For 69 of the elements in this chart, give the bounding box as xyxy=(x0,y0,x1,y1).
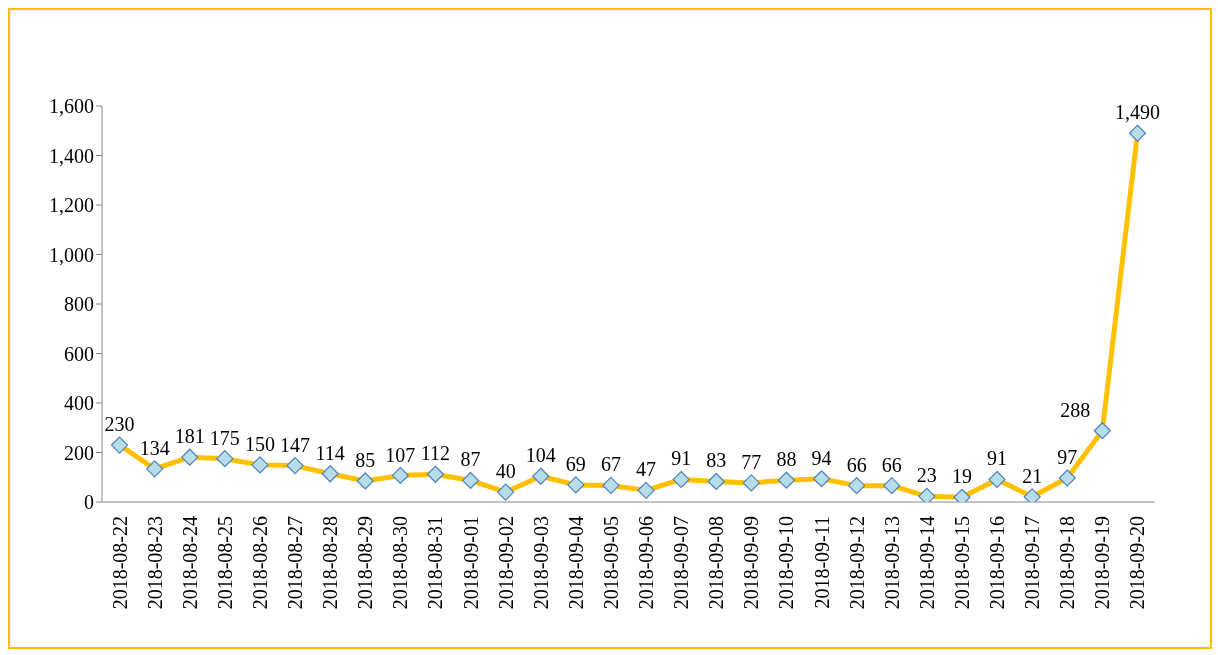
x-tick-label: 2018-09-06 xyxy=(635,516,658,610)
x-tick-label: 2018-09-11 xyxy=(810,516,833,609)
data-label: 19 xyxy=(951,465,972,488)
x-tick-label: 2018-09-14 xyxy=(915,516,938,610)
x-tick-label: 2018-08-30 xyxy=(389,516,412,610)
x-tick-label: 2018-08-27 xyxy=(284,516,307,610)
data-label: 40 xyxy=(495,460,516,483)
data-label: 181 xyxy=(174,425,205,448)
data-label: 77 xyxy=(741,450,762,473)
x-tick-label: 2018-09-20 xyxy=(1126,516,1149,610)
data-label: 23 xyxy=(916,464,937,487)
data-label: 94 xyxy=(811,446,832,469)
data-label: 1,490 xyxy=(1114,101,1160,124)
data-label: 21 xyxy=(1022,464,1043,487)
data-label: 288 xyxy=(1060,398,1091,421)
x-tick-label: 2018-08-26 xyxy=(248,516,271,610)
data-label: 150 xyxy=(244,432,275,455)
data-label: 91 xyxy=(671,447,692,470)
data-label: 91 xyxy=(987,447,1008,470)
data-label: 69 xyxy=(565,452,586,475)
y-tick-label: 200 xyxy=(64,441,94,464)
x-tick-label: 2018-09-19 xyxy=(1091,516,1114,610)
y-tick-label: 1,000 xyxy=(49,243,94,266)
x-tick-label: 2018-09-15 xyxy=(950,516,973,610)
data-label: 66 xyxy=(846,453,867,476)
x-tick-label: 2018-09-16 xyxy=(986,516,1009,610)
data-label: 104 xyxy=(525,444,556,467)
x-tick-label: 2018-08-29 xyxy=(354,516,377,610)
data-label: 85 xyxy=(355,448,376,471)
x-tick-label: 2018-09-08 xyxy=(705,516,728,610)
y-tick-label: 800 xyxy=(64,293,94,316)
x-tick-label: 2018-09-12 xyxy=(845,516,868,610)
x-tick-label: 2018-08-23 xyxy=(143,516,166,610)
data-label: 147 xyxy=(280,433,311,456)
data-label: 67 xyxy=(600,453,621,476)
y-tick-label: 400 xyxy=(64,392,94,415)
data-label: 134 xyxy=(139,436,170,459)
x-tick-label: 2018-09-18 xyxy=(1056,516,1079,610)
data-label: 97 xyxy=(1057,445,1078,468)
x-tick-label: 2018-09-17 xyxy=(1021,516,1044,610)
x-tick-label: 2018-08-31 xyxy=(424,516,447,610)
x-tick-label: 2018-09-01 xyxy=(459,516,482,610)
data-label: 88 xyxy=(776,448,797,471)
y-tick-label: 1,600 xyxy=(49,95,94,118)
x-tick-label: 2018-09-03 xyxy=(529,516,552,610)
y-tick-label: 600 xyxy=(64,342,94,365)
data-label: 107 xyxy=(385,443,416,466)
x-tick-label: 2018-09-10 xyxy=(775,516,798,610)
data-label: 230 xyxy=(104,413,135,436)
x-tick-label: 2018-09-04 xyxy=(564,516,587,610)
x-tick-label: 2018-09-13 xyxy=(880,516,903,610)
data-label: 83 xyxy=(706,449,727,472)
y-tick-label: 1,400 xyxy=(49,144,94,167)
data-label: 66 xyxy=(881,453,902,476)
y-tick-label: 0 xyxy=(84,491,94,514)
x-tick-label: 2018-09-02 xyxy=(494,516,517,610)
x-tick-label: 2018-09-05 xyxy=(599,516,622,610)
data-label: 87 xyxy=(460,448,481,471)
x-tick-label: 2018-09-07 xyxy=(670,516,693,610)
data-label: 114 xyxy=(315,441,345,464)
y-tick-label: 1,200 xyxy=(49,194,94,217)
data-label: 47 xyxy=(636,458,657,481)
data-label: 175 xyxy=(209,426,240,449)
x-tick-label: 2018-08-25 xyxy=(213,516,236,610)
data-label: 112 xyxy=(420,442,451,465)
x-tick-label: 2018-09-09 xyxy=(740,516,763,610)
x-tick-label: 2018-08-24 xyxy=(178,516,201,610)
x-tick-label: 2018-08-22 xyxy=(108,516,131,610)
x-tick-label: 2018-08-28 xyxy=(319,516,342,610)
